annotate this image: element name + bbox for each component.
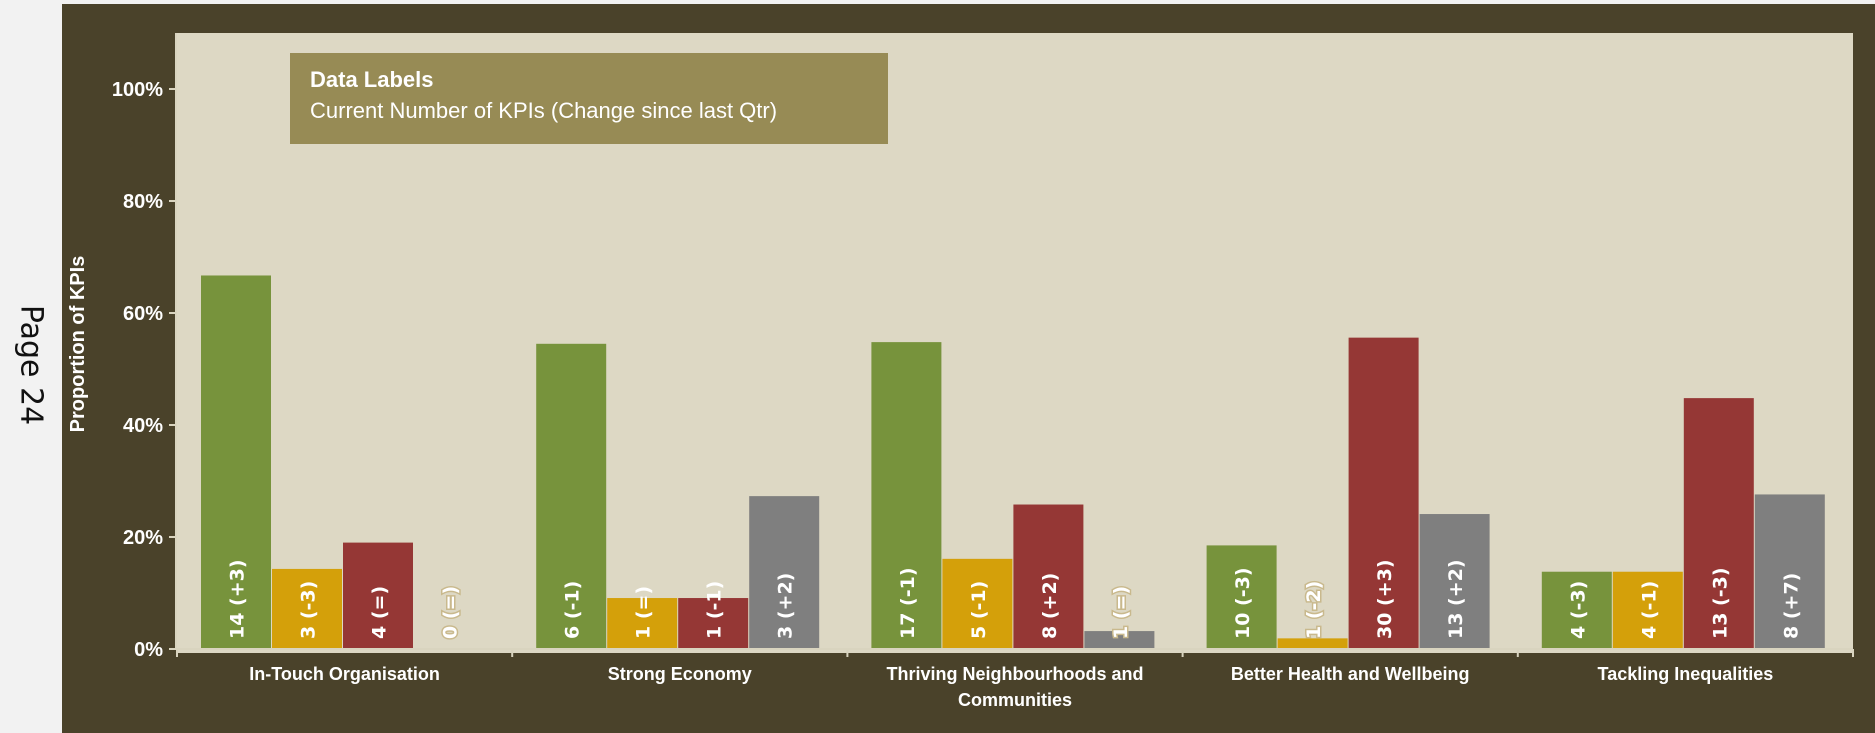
y-tick-label: 100% <box>112 79 163 101</box>
bar-data-label: 1 (-2) <box>1303 581 1325 639</box>
y-tick-label: 0% <box>134 639 163 661</box>
bar <box>1348 337 1419 649</box>
axes: 0% 20% 40% 60% 80% 100% In-Touch Organisation S… <box>112 33 1854 710</box>
page-margin: Page 24 <box>0 0 62 733</box>
bar-data-label: 30 (+3) <box>1374 559 1396 639</box>
y-tick-label: 20% <box>123 527 163 549</box>
kpi-bar-chart: 14 (+3) 3 (-3) 4 (=) 0 (=) 6 (-1) 1 (=) 1 (-1)… <box>67 33 1854 710</box>
bar-data-label: 8 (+7) <box>1780 573 1802 639</box>
bar-data-label: 3 (+2) <box>775 573 797 639</box>
bar <box>536 343 607 649</box>
bar <box>1013 504 1084 649</box>
bar-data-label: 3 (-3) <box>298 581 320 639</box>
bar <box>1612 571 1683 649</box>
bar-data-label: 13 (+2) <box>1445 559 1467 639</box>
bar <box>272 568 342 649</box>
bar <box>343 542 413 649</box>
y-axis-title: Proportion of KPIs <box>67 256 89 433</box>
bar-data-label: 0 (=) <box>440 586 462 639</box>
bar <box>749 496 820 649</box>
bar <box>678 598 749 649</box>
bar-data-label: 4 (-1) <box>1638 581 1660 639</box>
bar <box>1277 638 1348 649</box>
bar <box>1754 494 1825 649</box>
legend-box: Data Labels Current Number of KPIs (Chan… <box>290 53 888 144</box>
x-category-label: Strong Economy <box>608 664 752 684</box>
x-category-label: Better Health and Wellbeing <box>1231 664 1470 684</box>
bar-data-label: 1 (-1) <box>704 581 726 639</box>
bar-data-label: 1 (=) <box>633 586 655 639</box>
bar <box>1541 571 1612 649</box>
bar <box>201 275 271 649</box>
bar <box>1206 545 1277 649</box>
legend-title: Data Labels <box>310 67 434 92</box>
bar-data-label: 4 (=) <box>369 586 391 639</box>
bar <box>1419 514 1490 649</box>
bar-data-label: 17 (-1) <box>897 567 919 639</box>
page-number: Page 24 <box>13 304 49 426</box>
bars: 14 (+3) 3 (-3) 4 (=) 0 (=) 6 (-1) 1 (=) 1 (-1)… <box>201 275 1825 649</box>
legend-subtitle: Current Number of KPIs (Change since las… <box>310 98 778 123</box>
bar-data-label: 14 (+3) <box>227 559 249 639</box>
bar <box>1683 398 1754 649</box>
chart-frame: 14 (+3) 3 (-3) 4 (=) 0 (=) 6 (-1) 1 (=) 1 (-1)… <box>62 4 1875 733</box>
x-category-label: Tackling Inequalities <box>1598 664 1774 684</box>
bar <box>1084 631 1155 649</box>
bar-data-label: 10 (-3) <box>1232 567 1254 639</box>
x-category-label: Thriving Neighbourhoods and <box>887 664 1144 684</box>
bar-data-label: 1 (=) <box>1110 586 1132 639</box>
y-tick-label: 40% <box>123 415 163 437</box>
bar <box>871 342 942 649</box>
bar-data-label: 6 (-1) <box>562 581 584 639</box>
bar-data-label: 4 (-3) <box>1567 581 1589 639</box>
bar <box>942 558 1013 649</box>
y-tick-label: 80% <box>123 191 163 213</box>
bar <box>607 598 678 649</box>
x-category-label: In-Touch Organisation <box>249 664 440 684</box>
x-category-label: Communities <box>958 690 1072 710</box>
y-tick-label: 60% <box>123 303 163 325</box>
bar-data-label: 8 (+2) <box>1039 573 1061 639</box>
bar-data-label: 5 (-1) <box>968 581 990 639</box>
bar-data-label: 13 (-3) <box>1709 567 1731 639</box>
